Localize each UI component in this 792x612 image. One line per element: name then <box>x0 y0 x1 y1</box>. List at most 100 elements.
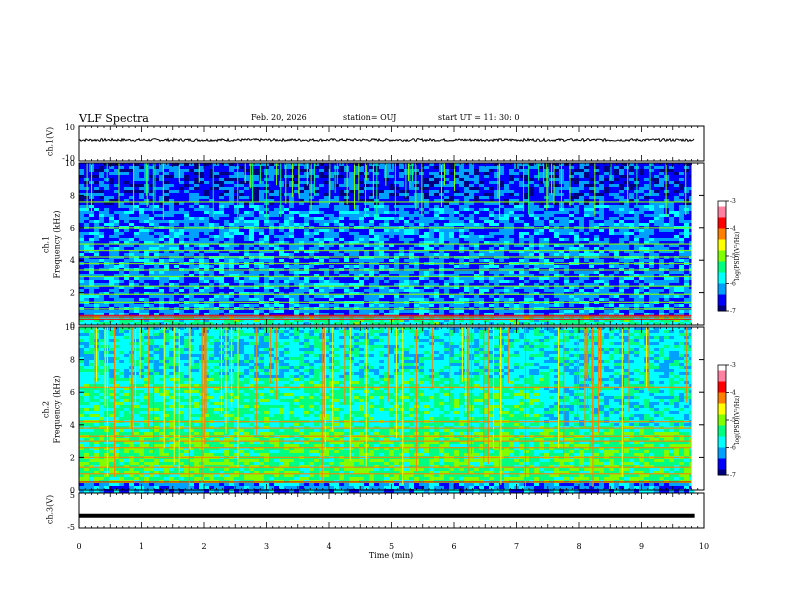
spectro-cell <box>219 280 225 284</box>
spectro-cell <box>244 178 250 182</box>
spectro-cell <box>109 283 115 287</box>
spectro-cell <box>649 250 655 254</box>
spectro-cell <box>149 169 155 173</box>
spectro-cell <box>399 259 405 263</box>
spectro-cell <box>319 193 325 197</box>
spectro-cell <box>634 259 640 263</box>
spectro-cell <box>604 193 610 197</box>
spectro-cell <box>214 247 220 251</box>
spectro-cell <box>204 265 210 269</box>
spectro-cell <box>104 184 110 188</box>
spectro-cell <box>179 232 185 236</box>
spectro-cell <box>384 271 390 275</box>
spectro-cell <box>399 199 405 203</box>
spectro-cell <box>139 172 145 176</box>
spectro-cell <box>269 202 275 206</box>
spectro-cell <box>674 238 680 242</box>
spectro-cell <box>154 265 160 269</box>
spectro-cell <box>664 238 670 242</box>
spectro-cell <box>124 277 130 281</box>
spectro-cell <box>504 178 510 182</box>
spectro-cell <box>259 172 265 176</box>
spectro-cell <box>644 250 650 254</box>
spectro-cell <box>269 190 275 194</box>
spectro-cell <box>119 232 125 236</box>
spectro-cell <box>339 202 345 206</box>
spectro-cell <box>499 187 505 191</box>
spectro-cell <box>344 229 350 233</box>
spectro-cell <box>174 241 180 245</box>
spectro-cell <box>309 250 315 254</box>
spectro-cell <box>529 187 535 191</box>
spectro-cell <box>189 202 195 206</box>
spectro-cell <box>364 235 370 239</box>
spectro-cell <box>119 196 125 200</box>
spectro-cell <box>484 208 490 212</box>
spectro-cell <box>504 211 510 215</box>
spectro-cell <box>249 223 255 227</box>
spectro-cell <box>594 265 600 269</box>
spectro-cell <box>129 229 135 233</box>
spectro-cell <box>174 232 180 236</box>
spectro-cell <box>569 214 575 218</box>
spectro-cell <box>669 163 675 167</box>
spectro-cell <box>424 214 430 218</box>
spectro-cell <box>179 274 185 278</box>
spectro-cell <box>474 184 480 188</box>
spectro-cell <box>529 247 535 251</box>
spectro-cell <box>669 178 675 182</box>
spectro-cell <box>629 220 635 224</box>
spectro-cell <box>169 220 175 224</box>
spectro-cell <box>149 166 155 170</box>
spectro-cell <box>639 184 645 188</box>
spectro-cell <box>349 274 355 278</box>
spectro-cell <box>169 178 175 182</box>
spectro-cell <box>459 178 465 182</box>
spectro-cell <box>399 235 405 239</box>
spectro-cell <box>424 253 430 257</box>
spectro-cell <box>479 271 485 275</box>
spectro-cell <box>199 211 205 215</box>
spectro-cell <box>314 277 320 281</box>
spectro-cell <box>234 259 240 263</box>
spectro-cell <box>244 235 250 239</box>
spectro-cell <box>309 280 315 284</box>
spectro-cell <box>404 256 410 260</box>
spectro-cell <box>524 178 530 182</box>
spectro-cell <box>79 280 85 284</box>
spectro-cell <box>169 166 175 170</box>
spectro-cell <box>624 274 630 278</box>
spectro-cell <box>109 238 115 242</box>
spectro-cell <box>559 211 565 215</box>
spectro-cell <box>654 277 660 281</box>
spectro-cell <box>569 256 575 260</box>
spectro-cell <box>334 190 340 194</box>
spectro-cell <box>144 259 150 263</box>
spectro-cell <box>119 271 125 275</box>
spectro-cell <box>224 202 230 206</box>
spectro-cell <box>684 175 690 179</box>
spectro-cell <box>679 229 685 233</box>
spectro-cell <box>209 211 215 215</box>
spectro-cell <box>534 178 540 182</box>
spectro-cell <box>504 256 510 260</box>
spectro-cell <box>464 229 470 233</box>
spectro-cell <box>104 259 110 263</box>
spectro-cell <box>609 229 615 233</box>
spectro-cell <box>199 184 205 188</box>
spectro-cell <box>334 184 340 188</box>
spectro-cell <box>304 223 310 227</box>
spectro-cell <box>89 256 95 260</box>
spectro-cell <box>239 256 245 260</box>
spectro-cell <box>114 283 120 287</box>
spectro-cell <box>444 187 450 191</box>
spectro-cell <box>219 277 225 281</box>
spectro-cell <box>579 169 585 173</box>
spectro-cell <box>234 181 240 185</box>
spectro-cell <box>264 244 270 248</box>
spectro-cell <box>269 166 275 170</box>
spectro-cell <box>504 271 510 275</box>
spectro-cell <box>404 187 410 191</box>
spectro-cell <box>364 211 370 215</box>
spectro-cell <box>599 241 605 245</box>
